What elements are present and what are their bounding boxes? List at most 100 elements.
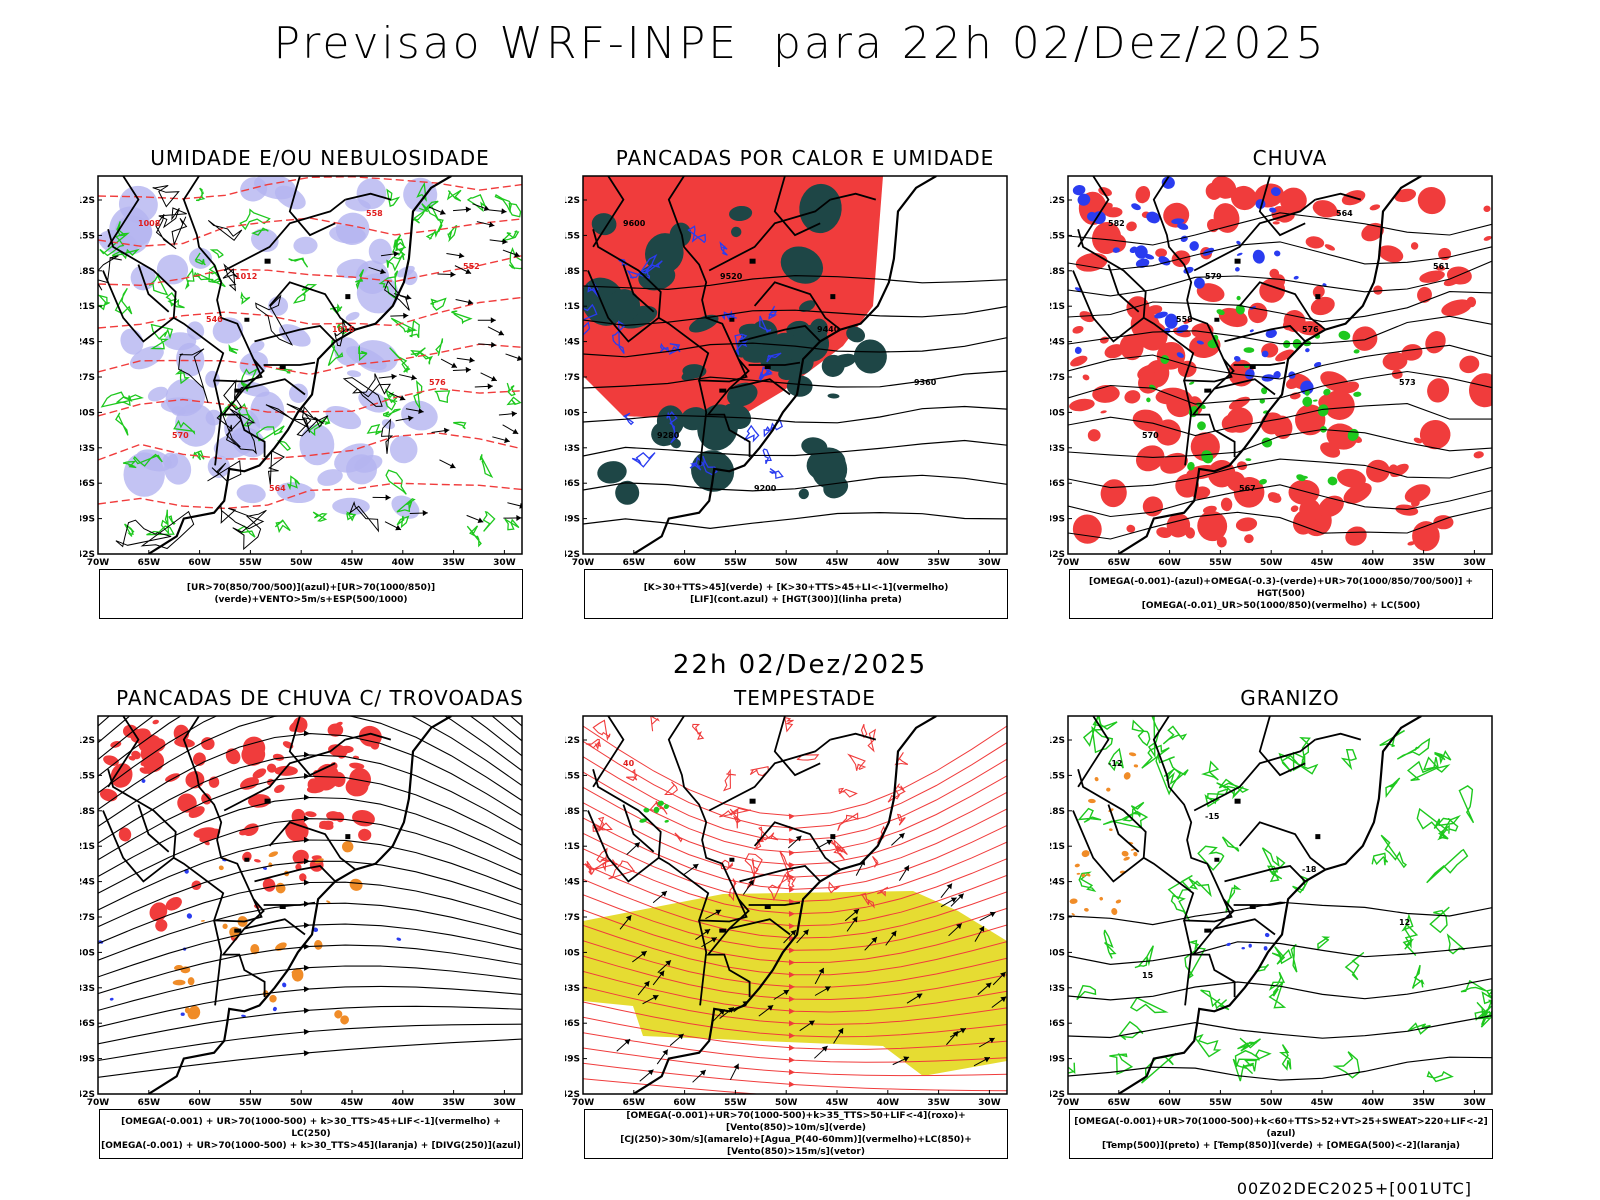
wind-vector <box>466 514 484 524</box>
contour-line <box>1068 428 1492 458</box>
contour-line <box>1261 847 1286 883</box>
shaded-area <box>1338 330 1351 340</box>
contour-label: 570 <box>172 431 189 440</box>
contour-line <box>174 368 191 385</box>
shaded-area <box>1133 851 1138 857</box>
contour-line <box>896 813 906 826</box>
contour-line <box>1317 936 1331 950</box>
wind-vector <box>492 436 510 444</box>
contour-line <box>1200 989 1230 1011</box>
streamline <box>583 1001 1007 1038</box>
lat-tick-label: 42S <box>1050 1090 1065 1100</box>
shaded-area <box>335 212 370 246</box>
shaded-area <box>276 482 316 504</box>
shaded-area <box>1261 387 1268 395</box>
shaded-area <box>266 763 277 773</box>
wind-vector <box>439 459 456 469</box>
shaded-area <box>1207 219 1219 233</box>
contour-line <box>494 193 513 213</box>
shaded-area <box>1260 412 1284 435</box>
contour-line <box>216 412 241 448</box>
contour-line <box>769 468 784 480</box>
shaded-area <box>250 391 285 431</box>
lon-tick-label: 50W <box>290 558 313 568</box>
wind-vector <box>705 909 722 920</box>
wind-vector <box>372 494 391 501</box>
contour-line <box>425 218 444 240</box>
streamline <box>98 1023 522 1062</box>
contour-label: 579 <box>1205 272 1222 281</box>
lat-tick-label: 30S <box>565 948 580 958</box>
shaded-area <box>1161 176 1175 189</box>
shaded-area <box>1270 187 1281 197</box>
shaded-area <box>354 454 383 473</box>
shaded-area <box>1272 274 1286 288</box>
shaded-area <box>607 289 641 323</box>
arrowhead <box>303 730 310 737</box>
lake-mark <box>264 258 271 264</box>
lake-mark <box>1249 905 1256 909</box>
lat-tick-label: 18S <box>80 267 95 277</box>
contour-line <box>355 269 365 290</box>
lat-tick-label: 36S <box>1050 479 1065 489</box>
shaded-area <box>1459 355 1480 374</box>
shaded-area <box>1092 211 1106 225</box>
shaded-area <box>149 738 166 753</box>
shaded-area <box>1275 349 1295 362</box>
temp-850-contours <box>1068 716 1492 1084</box>
shaded-area <box>1345 526 1367 546</box>
arrowhead <box>304 879 310 886</box>
contour-line <box>1204 787 1230 808</box>
streamline <box>98 818 522 894</box>
lat-tick-label: 39S <box>565 515 580 525</box>
shaded-area <box>1142 496 1163 517</box>
shaded-area <box>282 982 287 988</box>
shaded-area <box>1233 356 1241 362</box>
panel-title: TEMPESTADE <box>734 686 876 710</box>
arrowhead <box>304 858 310 865</box>
wind-vector <box>864 936 878 951</box>
contour-line <box>1481 989 1492 1005</box>
contour-line <box>1091 725 1114 754</box>
lat-tick-label: 27S <box>565 913 580 923</box>
lat-tick-label: 24S <box>80 878 95 888</box>
arrowhead <box>303 964 310 971</box>
shaded-area <box>1211 176 1237 199</box>
shaded-area <box>1183 318 1192 324</box>
legend-box: [OMEGA(-0.001)-(azul)+OMEGA(-0.3)-(verde… <box>1069 569 1493 619</box>
contour-line <box>860 892 875 909</box>
shaded-area <box>334 1010 343 1019</box>
shaded-area <box>1369 204 1381 211</box>
lon-tick-label: 45W <box>341 558 364 568</box>
shaded-area <box>1074 287 1083 292</box>
shaded-area <box>1196 283 1225 303</box>
lat-tick-label: 27S <box>80 373 95 383</box>
shaded-area <box>236 484 266 504</box>
lat-tick-label: 30S <box>1050 408 1065 418</box>
contour-line <box>1076 984 1097 1001</box>
shaded-area <box>1088 798 1096 804</box>
contour-line <box>1271 946 1293 965</box>
lat-tick-label: 27S <box>565 373 580 383</box>
contour-line <box>766 352 782 363</box>
contour-line <box>1396 737 1431 760</box>
contour-line <box>583 321 591 336</box>
lake-mark <box>764 905 771 909</box>
wind-vector <box>474 383 493 390</box>
shaded-area <box>1312 200 1338 218</box>
contour-label: 9280 <box>657 431 680 440</box>
lon-tick-label: 70W <box>572 1098 595 1108</box>
lon-tick-label: 70W <box>572 558 595 568</box>
lat-tick-label: 21S <box>1050 302 1065 312</box>
contour-line <box>583 274 1007 291</box>
shaded-area <box>213 433 255 459</box>
lat-tick-label: 24S <box>565 878 580 888</box>
contour-line <box>894 752 909 766</box>
streamlines-850 <box>583 725 1007 1094</box>
shaded-area <box>299 424 335 466</box>
wind-vector <box>446 252 465 259</box>
shaded-area <box>643 807 650 813</box>
shaded-area <box>180 1012 185 1016</box>
shaded-area <box>201 737 215 751</box>
shaded-area <box>345 311 360 321</box>
